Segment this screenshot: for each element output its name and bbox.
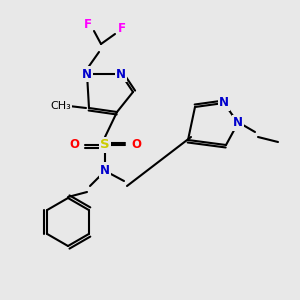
- Text: N: N: [219, 97, 229, 110]
- Text: S: S: [100, 139, 110, 152]
- Text: N: N: [233, 116, 243, 130]
- Text: O: O: [69, 139, 79, 152]
- Text: F: F: [118, 22, 126, 34]
- Text: N: N: [82, 68, 92, 80]
- Text: F: F: [84, 17, 92, 31]
- Text: CH₃: CH₃: [51, 101, 71, 111]
- Text: N: N: [100, 164, 110, 176]
- Text: N: N: [116, 68, 126, 80]
- Text: O: O: [131, 139, 141, 152]
